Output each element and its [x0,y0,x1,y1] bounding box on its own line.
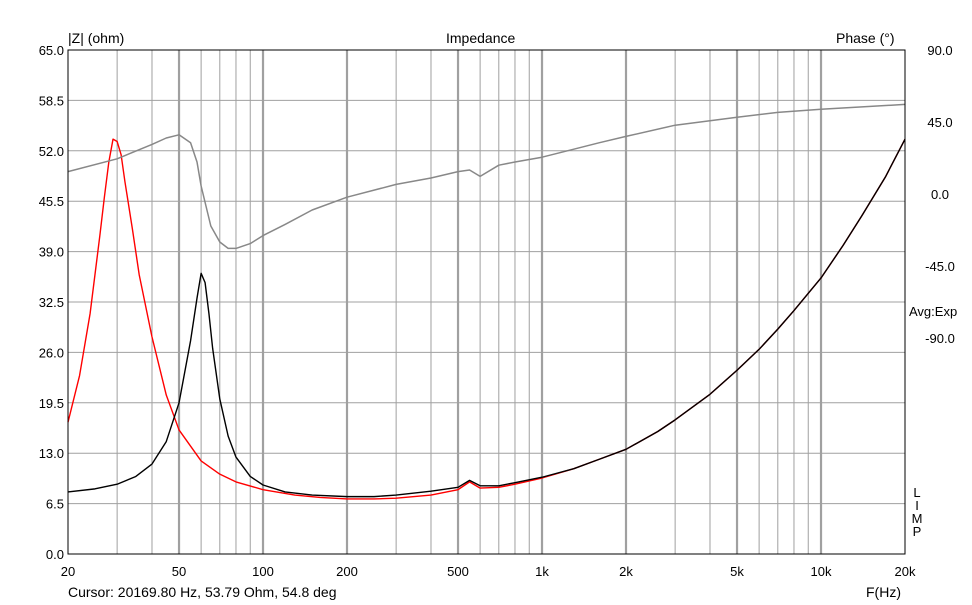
x-tick-label: 10k [811,564,832,579]
y2-tick-label: -90.0 [925,331,955,346]
cursor-readout: Cursor: 20169.80 Hz, 53.79 Ohm, 54.8 deg [68,584,337,600]
x-tick-label: 20 [61,564,75,579]
y-tick-label: 52.0 [39,144,64,159]
y-tick-label: 32.5 [39,295,64,310]
x-tick-label: 200 [336,564,358,579]
y2-tick-label: 0.0 [931,187,949,202]
y2-axis-label: Phase (°) [836,30,895,46]
y-tick-label: 65.0 [39,43,64,58]
y-tick-label: 0.0 [46,547,64,562]
y-tick-label: 13.0 [39,446,64,461]
y-tick-label: 39.0 [39,245,64,260]
y2-axis-ticks: 90.0 45.0 0.0 -45.0 -90.0 [925,43,955,346]
y2-tick-label: 90.0 [927,43,952,58]
chart-series-group [67,103,906,500]
x-axis-label: F(Hz) [866,584,901,600]
avg-annotation: Avg:Exp [909,304,958,319]
y2-tick-label: 45.0 [927,115,952,130]
x-axis-ticks: 20 50 100 200 500 1k 2k 5k 10k 20k [61,564,916,579]
x-tick-label: 100 [252,564,274,579]
series-line-2 [67,138,906,498]
y-tick-label: 45.5 [39,194,64,209]
x-tick-label: 500 [447,564,469,579]
limp-annotation: L I M P [911,485,923,539]
x-tick-label: 2k [619,564,633,579]
y2-tick-label: -45.0 [925,259,955,274]
plot-frame [67,49,906,555]
y-tick-label: 6.5 [46,497,64,512]
x-tick-label: 5k [730,564,744,579]
y-tick-label: 58.5 [39,93,64,108]
chart-grid [68,50,905,554]
series-line-3 [67,103,906,250]
chart-title: Impedance [446,30,516,46]
x-tick-label: 1k [535,564,549,579]
y-tick-label: 26.0 [39,345,64,360]
y-axis-ticks: 0.0 6.5 13.0 19.5 26.0 32.5 39.0 45.5 52.0 58.5 65… [39,43,64,562]
x-tick-label: 20k [895,564,916,579]
x-tick-label: 50 [172,564,186,579]
y-tick-label: 19.5 [39,396,64,411]
y-axis-label: |Z| (ohm) [68,30,125,46]
